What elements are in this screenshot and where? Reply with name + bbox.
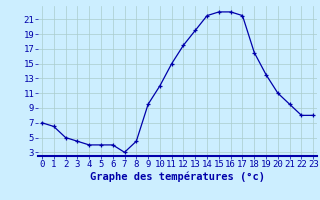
X-axis label: Graphe des températures (°c): Graphe des températures (°c) (90, 172, 265, 182)
